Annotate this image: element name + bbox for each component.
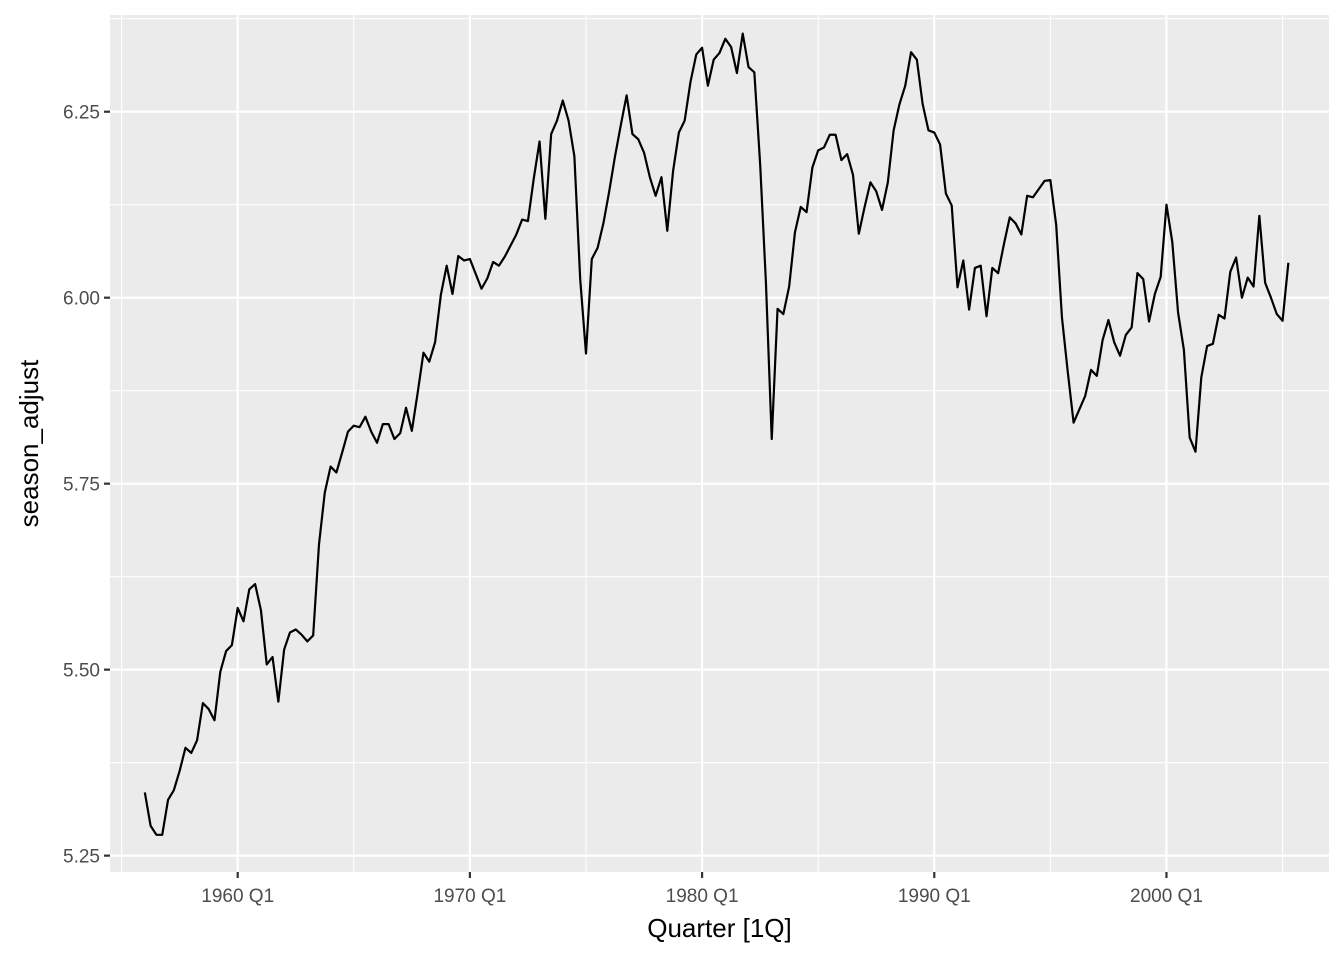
plot-panel	[110, 15, 1329, 872]
y-tick-label: 5.75	[63, 475, 100, 496]
y-tick-label: 6.00	[63, 289, 100, 310]
series-line	[143, 32, 1290, 836]
x-axis: 1960 Q1 1970 Q1 1980 Q1 1990 Q1 2000 Q1	[201, 872, 1203, 907]
x-tick-label: 1960 Q1	[201, 886, 274, 907]
series-layer	[143, 32, 1290, 836]
y-tick-label: 6.25	[63, 103, 100, 124]
y-tick-label: 5.50	[63, 661, 100, 682]
x-tick-label: 2000 Q1	[1130, 886, 1203, 907]
x-tick-label: 1970 Q1	[433, 886, 506, 907]
y-axis-title: season_adjust	[14, 359, 44, 527]
x-tick-label: 1980 Q1	[666, 886, 739, 907]
x-axis-title: Quarter [1Q]	[647, 913, 792, 943]
y-axis: 5.25 5.50 5.75 6.00 6.25	[63, 103, 110, 868]
y-tick-label: 5.25	[63, 847, 100, 868]
gridlines	[110, 15, 1329, 872]
x-tick-label: 1990 Q1	[898, 886, 971, 907]
